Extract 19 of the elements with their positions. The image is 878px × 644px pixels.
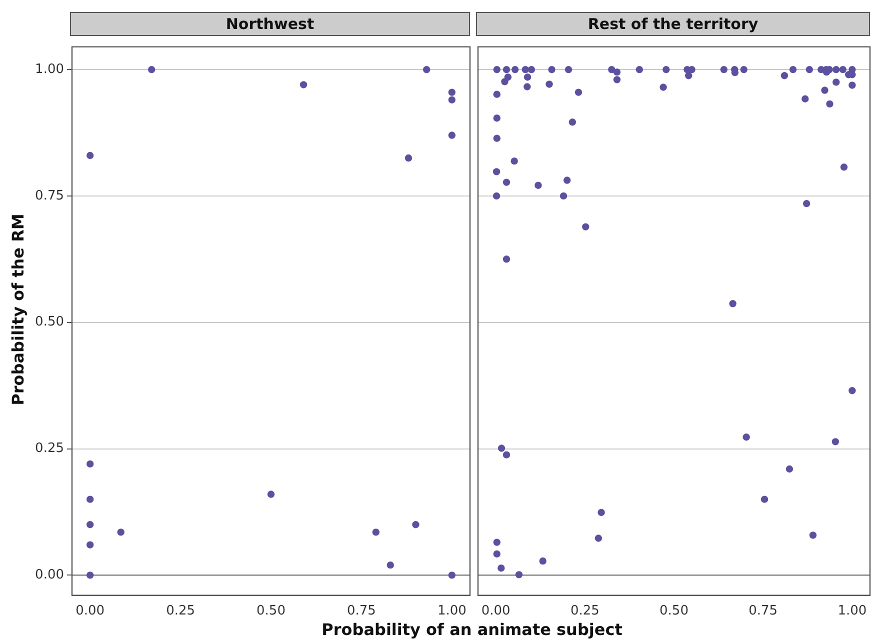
x-tick-label: 1.00: [838, 604, 867, 619]
x-tick-label: 0.25: [570, 604, 600, 619]
x-tick-label: 0.00: [76, 604, 105, 619]
y-tick-label: 1.00: [35, 62, 64, 77]
x-tick-label: 1.00: [437, 604, 466, 619]
x-tick-label: 0.50: [256, 604, 286, 619]
y-tick-label: 0.00: [35, 568, 64, 583]
y-tick-label: 0.25: [35, 441, 64, 456]
chart-title: Rest of the territory: [476, 12, 870, 36]
x-tick-label: 0.75: [748, 604, 778, 619]
y-tick-label: 0.75: [35, 188, 64, 204]
y-tick-label: 0.50: [35, 314, 64, 330]
x-tick-label: 0.00: [481, 604, 510, 619]
x-tick-label: 0.25: [166, 604, 196, 619]
x-tick-label: 0.50: [660, 604, 688, 619]
x-tick-label: 0.75: [346, 604, 376, 619]
y-axis-title: Probability of the RM: [8, 212, 28, 408]
chart-title: Northwest: [70, 12, 470, 36]
x-axis-title: Probability of an animate subject: [320, 620, 624, 639]
